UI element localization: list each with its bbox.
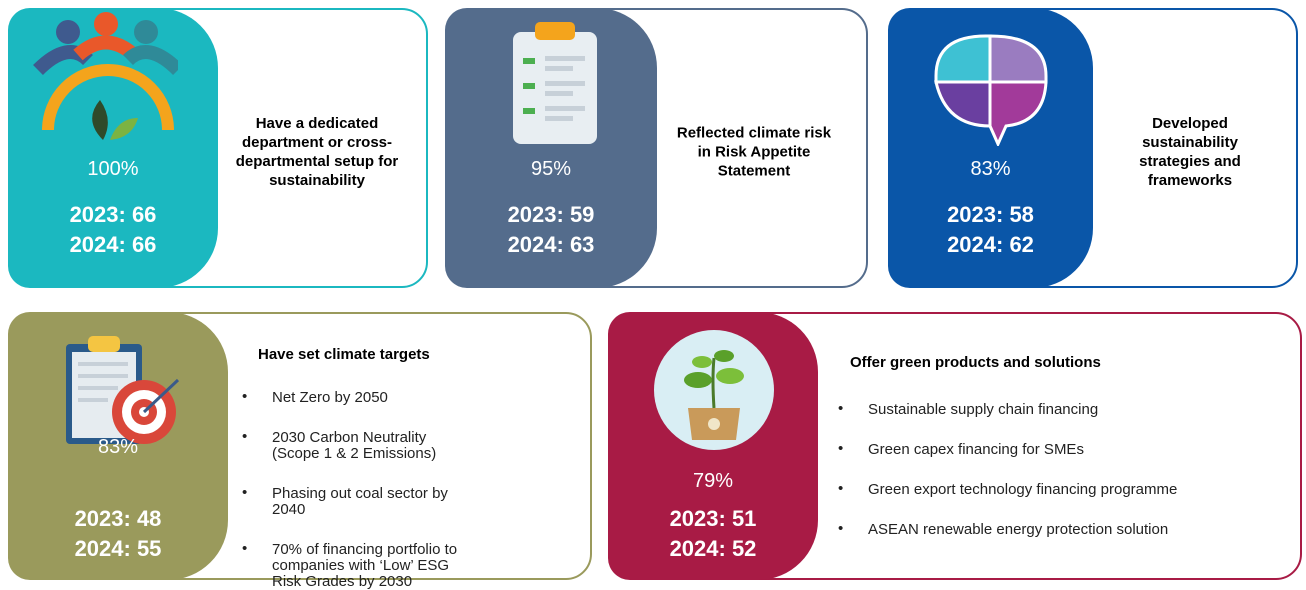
panel: 83% 2023: 58 2024: 62 [888, 8, 1093, 288]
year-2023: 2023: 59 [445, 200, 657, 230]
icon [58, 332, 188, 452]
bullet-list: Sustainable supply chain financing Green… [838, 402, 1278, 538]
card: 79% 2023: 51 2024: 52 Offer green produc… [608, 312, 1302, 580]
card-title: Reflected climate risk in Risk Appetite … [669, 124, 839, 181]
icon [505, 18, 605, 148]
bullet: Phasing out coal sector by 2040 [242, 486, 472, 518]
percent: 79% [608, 470, 818, 493]
panel: 83% 2023: 48 2024: 55 [8, 312, 228, 580]
panel: 95% 2023: 59 2024: 63 [445, 8, 657, 288]
infographic: {"cards": [ {"percent": "100%", "y2023":… [0, 0, 1306, 582]
card: 95% 2023: 59 2024: 63 Reflected climate … [445, 8, 868, 288]
percent: 83% [888, 158, 1093, 181]
year-2023: 2023: 58 [888, 200, 1093, 230]
card-title: Offer green products and solutions [850, 354, 1101, 371]
icon [652, 328, 776, 452]
icon [28, 10, 178, 150]
year-2024: 2024: 55 [8, 534, 228, 564]
year-2024: 2024: 62 [888, 230, 1093, 260]
icon [926, 26, 1056, 146]
year-2023: 2023: 48 [8, 504, 228, 534]
bullet: Green export technology financing progra… [838, 482, 1278, 498]
percent: 100% [8, 158, 218, 181]
year-2023: 2023: 51 [608, 504, 818, 534]
bullet: 70% of financing portfolio to companies … [242, 542, 472, 590]
card-title: Have set climate targets [258, 346, 430, 363]
card-title: Developed sustainability strategies and … [1105, 114, 1275, 190]
panel: 79% 2023: 51 2024: 52 [608, 312, 818, 580]
year-2024: 2024: 52 [608, 534, 818, 564]
bullet: 2030 Carbon Neutrality (Scope 1 & 2 Emis… [242, 430, 472, 462]
card: 83% 2023: 48 2024: 55 Have set climate t… [8, 312, 592, 580]
bullet: Sustainable supply chain financing [838, 402, 1278, 418]
bullet: ASEAN renewable energy protection soluti… [838, 522, 1278, 538]
panel: 100% 2023: 66 2024: 66 [8, 8, 218, 288]
bullet: Net Zero by 2050 [242, 390, 472, 406]
year-2023: 2023: 66 [8, 200, 218, 230]
card-title: Have a dedicated department or cross-dep… [232, 114, 402, 190]
percent: 83% [8, 436, 228, 459]
percent: 95% [445, 158, 657, 181]
year-2024: 2024: 63 [445, 230, 657, 260]
card: 83% 2023: 58 2024: 62 Developed sustaina… [888, 8, 1298, 288]
card: 100% 2023: 66 2024: 66 Have a dedicated … [8, 8, 428, 288]
year-2024: 2024: 66 [8, 230, 218, 260]
bullet-list: Net Zero by 2050 2030 Carbon Neutrality … [242, 390, 472, 590]
bullet: Green capex financing for SMEs [838, 442, 1278, 458]
